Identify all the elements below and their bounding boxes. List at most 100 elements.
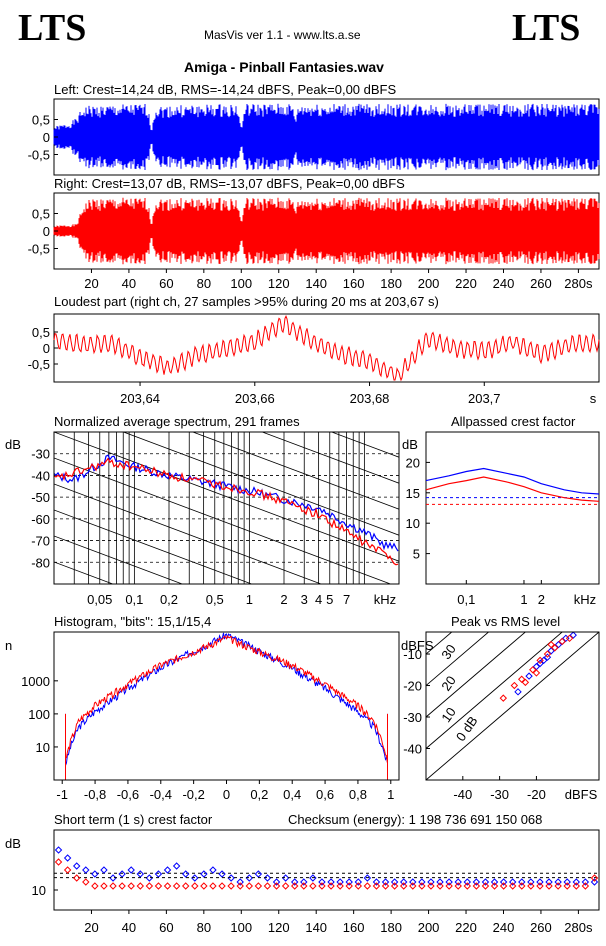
short-term-left-point [227, 874, 235, 882]
peak-rms-left-point [536, 659, 544, 668]
right-waveform-ytick-label: -0,5 [28, 242, 50, 257]
peak-rms-xtick-label: -20 [527, 787, 546, 802]
right-waveform-xtick-label: 20 [84, 276, 98, 291]
peak-rms-title: Peak vs RMS level [451, 614, 561, 629]
left-waveform-ytick-label: -0,5 [28, 148, 50, 163]
histogram-xtick-label: -1 [56, 787, 68, 802]
short-term-right-point [245, 882, 253, 890]
short-term-right-point [590, 874, 599, 882]
peak-rms-xtick-label: dBFS [565, 787, 598, 802]
histogram-xtick-label: 0,2 [250, 787, 268, 802]
short-term-left-point [354, 878, 362, 886]
short-term-left-point [236, 878, 244, 886]
histogram-right-line [65, 634, 388, 764]
loudest-xtick-label: 203,7 [468, 391, 501, 406]
spectrum-xtick-label: 5 [326, 592, 333, 607]
loudest-ytick-label: -0,5 [28, 357, 50, 372]
short-term-right-point [281, 882, 290, 890]
crest-ytick-label: 20 [406, 455, 420, 470]
short-term-frame [53, 829, 600, 911]
spectrum-slope [54, 302, 399, 431]
short-term-left-point [509, 878, 517, 886]
spectrum-slope [54, 432, 399, 562]
right-waveform-xtick-label: 100 [230, 276, 252, 291]
short-term-right-point [400, 882, 408, 890]
right-waveform-xtick-label: 160 [343, 276, 365, 291]
spectrum-slope [191, 432, 399, 510]
short-term-right-point [381, 882, 390, 890]
spectrum-xtick-label: 0,1 [125, 592, 143, 607]
short-term-right-point [527, 882, 535, 890]
short-term-right-point [291, 882, 299, 890]
crest-ytick-label: 10 [406, 516, 420, 531]
spectrum-ylabel: dB [5, 437, 21, 452]
short-term-right-point [454, 882, 462, 890]
spectrum-xtick-label: 0,2 [160, 592, 178, 607]
short-term-left-point [145, 874, 154, 882]
short-term-left-point [191, 874, 199, 882]
peak-rms-right-point [536, 656, 544, 665]
peak-rms-ylabel: dBFS [401, 638, 434, 653]
peak-rms-diagonal [426, 632, 599, 780]
short-term-left-point [127, 866, 135, 874]
short-term-left-point [136, 870, 144, 878]
histogram-xtick-label: -0,8 [84, 787, 106, 802]
crest-ytick-label: 5 [413, 547, 420, 562]
short-term-right-point [436, 882, 444, 890]
short-term-left-point [82, 866, 90, 874]
left-waveform-ytick-label: 0,5 [32, 113, 50, 128]
spectrum-ytick-label: -30 [31, 447, 50, 462]
short-term-left-point [172, 862, 181, 870]
right-waveform-signal [53, 197, 600, 265]
peak-rms-left-point [547, 647, 555, 655]
short-term-left-point [499, 878, 508, 886]
spectrum-xtick-label: 2 [280, 592, 287, 607]
short-term-left-point [318, 878, 326, 886]
short-term-left-point [572, 878, 580, 886]
loudest-ytick-label: 0,5 [32, 325, 50, 340]
short-term-right-point [300, 882, 308, 890]
short-term-xtick-label: 280s [564, 920, 593, 935]
short-term-right-point [109, 882, 117, 890]
histogram-ytick-label: 10 [36, 740, 50, 755]
short-term-xtick-label: 260 [530, 920, 552, 935]
peak-rms-left-point [543, 653, 552, 661]
loudest-xtick-label: 203,68 [350, 391, 390, 406]
short-term-right-point [463, 882, 471, 890]
short-term-right-point [472, 882, 481, 890]
short-term-left-point [418, 878, 426, 886]
short-term-right-point [236, 882, 244, 890]
short-term-left-point [536, 878, 544, 886]
short-term-right-point [372, 882, 381, 890]
peak-rms-right-point [551, 644, 559, 652]
right-waveform-xtick-label: 80 [197, 276, 211, 291]
short-term-left-point [263, 874, 272, 882]
short-term-right-point [518, 882, 526, 890]
spectrum-xtick-label: 0,5 [206, 592, 224, 607]
histogram-xtick-label: -0,6 [117, 787, 139, 802]
short-term-left-point [527, 878, 535, 886]
short-term-right-point [91, 882, 99, 890]
short-term-left-point [445, 878, 453, 886]
peak-rms-ytick-label: -30 [403, 710, 422, 725]
checksum: Checksum (energy): 1 198 736 691 150 068 [288, 812, 543, 827]
app-title: MasVis ver 1.1 - www.lts.a.se [204, 28, 361, 42]
short-term-right-point [490, 882, 499, 890]
peak-rms-right-point [521, 678, 530, 687]
spectrum-xtick-label: kHz [374, 592, 396, 607]
short-term-left-point [100, 866, 108, 874]
short-term-left-point [481, 878, 490, 886]
peak-rms-right-point [529, 666, 537, 674]
histogram-xtick-label: 1 [387, 787, 394, 802]
short-term-left-point [182, 870, 190, 878]
short-term-right-point [345, 882, 353, 890]
peak-rms-left-point [514, 688, 522, 696]
crest-xtick-label: 2 [538, 592, 545, 607]
spectrum-frame [53, 431, 400, 585]
crest-ytick-label: 15 [406, 486, 420, 501]
histogram-xtick-label: -0,2 [182, 787, 204, 802]
right-waveform-xtick-label: 120 [268, 276, 290, 291]
peak-rms-right-point [565, 634, 574, 643]
